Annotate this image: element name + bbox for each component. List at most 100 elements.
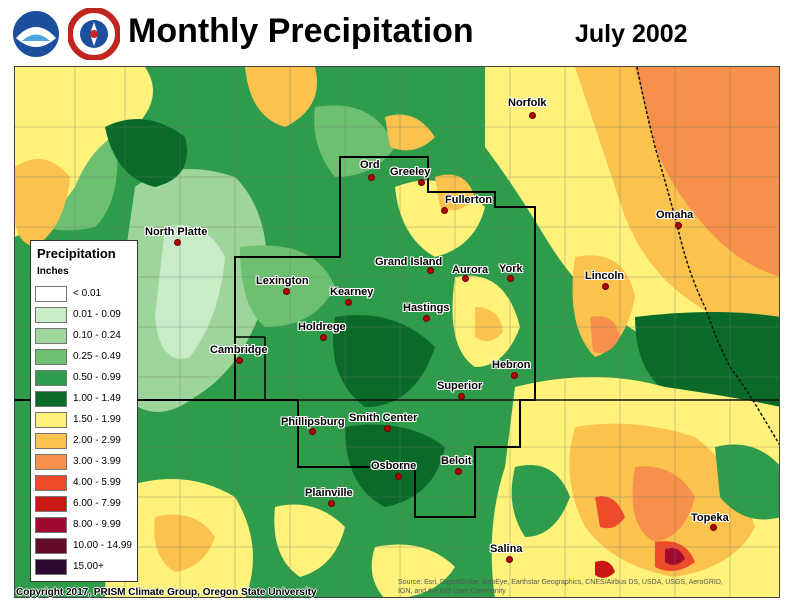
legend-swatch <box>35 307 67 323</box>
precip-zone <box>105 119 187 187</box>
city-north-platte: North Platte <box>145 226 208 238</box>
city-marker <box>395 473 402 480</box>
legend-swatch <box>35 412 67 428</box>
legend-label: 15.00+ <box>73 561 104 572</box>
precip-zone <box>345 424 445 507</box>
precip-zone <box>371 544 455 597</box>
legend-units: Inches <box>37 266 69 277</box>
legend-swatch <box>35 496 67 512</box>
precip-zone <box>240 245 335 327</box>
legend-row: 8.00 - 9.99 <box>35 516 135 534</box>
city-ord: Ord <box>360 159 380 171</box>
legend-row: 4.00 - 5.99 <box>35 474 135 492</box>
city-aurora: Aurora <box>452 264 489 276</box>
city-omaha: Omaha <box>656 209 694 221</box>
legend-swatch <box>35 475 67 491</box>
city-kearney: Kearney <box>330 286 374 298</box>
precip-zone <box>15 159 70 247</box>
city-marker <box>507 275 514 282</box>
legend-swatch <box>35 454 67 470</box>
header: Monthly Precipitation July 2002 <box>0 0 792 66</box>
legend-swatch <box>35 538 67 554</box>
legend-row: 10.00 - 14.99 <box>35 537 135 555</box>
legend-title: Precipitation <box>37 246 116 261</box>
legend-row: 0.25 - 0.49 <box>35 348 135 366</box>
legend-row: 1.00 - 1.49 <box>35 390 135 408</box>
city-osborne: Osborne <box>371 460 417 472</box>
city-marker <box>529 112 536 119</box>
city-marker <box>602 283 609 290</box>
attribution-line: IGN, and the GIS User Community <box>398 588 506 595</box>
city-marker <box>368 174 375 181</box>
legend: Precipitation Inches < 0.01 0.01 - 0.09 0.… <box>30 240 138 582</box>
precip-zone <box>595 496 625 529</box>
precip-zone <box>245 67 317 127</box>
city-marker <box>458 393 465 400</box>
city-hastings: Hastings <box>403 302 450 314</box>
city-norfolk: Norfolk <box>508 97 547 109</box>
city-marker <box>345 299 352 306</box>
basemap-attribution: Source: Esri, DigitalGlobe, GeoEye, Eart… <box>398 578 723 596</box>
page-title: Monthly Precipitation <box>128 12 474 50</box>
city-marker <box>427 267 434 274</box>
legend-label: 0.50 - 0.99 <box>73 372 121 383</box>
legend-label: 2.00 - 2.99 <box>73 435 121 446</box>
city-marker <box>418 179 425 186</box>
legend-swatch <box>35 433 67 449</box>
legend-label: 4.00 - 5.99 <box>73 477 121 488</box>
city-phillipsburg: Phillipsburg <box>281 416 345 428</box>
legend-label: 1.00 - 1.49 <box>73 393 121 404</box>
river-border <box>636 67 779 446</box>
precip-zone <box>385 114 435 151</box>
precip-zone <box>274 504 345 577</box>
city-marker <box>320 334 327 341</box>
city-holdrege: Holdrege <box>298 321 346 333</box>
precip-zone <box>590 316 620 353</box>
city-marker <box>283 288 290 295</box>
legend-swatch <box>35 559 67 575</box>
city-fullerton: Fullerton <box>445 194 493 206</box>
legend-label: < 0.01 <box>73 288 102 299</box>
city-marker <box>309 428 316 435</box>
copyright: Copyright 2017, PRISM Climate Group, Ore… <box>16 587 317 598</box>
legend-label: 8.00 - 9.99 <box>73 519 121 530</box>
legend-label: 0.10 - 0.24 <box>73 330 121 341</box>
legend-swatch <box>35 328 67 344</box>
legend-label: 10.00 - 14.99 <box>73 540 132 551</box>
noaa-logo <box>11 9 61 59</box>
precip-zone <box>314 105 395 177</box>
city-lexington: Lexington <box>256 275 309 287</box>
city-marker <box>506 556 513 563</box>
city-superior: Superior <box>437 380 483 392</box>
city-marker <box>710 524 717 531</box>
legend-row: 0.01 - 0.09 <box>35 306 135 324</box>
legend-label: 0.25 - 0.49 <box>73 351 121 362</box>
legend-swatch <box>35 286 67 302</box>
legend-label: 0.01 - 0.09 <box>73 309 121 320</box>
precip-zone <box>595 560 615 578</box>
city-marker <box>384 425 391 432</box>
city-beloit: Beloit <box>441 455 472 467</box>
precip-zone <box>632 466 695 542</box>
legend-row: 1.50 - 1.99 <box>35 411 135 429</box>
precipitation-raster <box>15 67 779 597</box>
city-marker <box>455 468 462 475</box>
city-greeley: Greeley <box>390 166 431 178</box>
city-marker <box>236 357 243 364</box>
legend-swatch <box>35 349 67 365</box>
legend-row: 6.00 - 7.99 <box>35 495 135 513</box>
city-marker <box>462 275 469 282</box>
city-marker <box>328 500 335 507</box>
city-smith-center: Smith Center <box>349 412 418 424</box>
legend-row: 0.10 - 0.24 <box>35 327 135 345</box>
city-plainville: Plainville <box>305 487 353 499</box>
city-cambridge: Cambridge <box>210 344 268 356</box>
city-topeka: Topeka <box>691 512 729 524</box>
city-marker <box>441 207 448 214</box>
legend-swatch <box>35 391 67 407</box>
precip-zone <box>475 307 503 341</box>
legend-row: 15.00+ <box>35 558 135 576</box>
legend-row: < 0.01 <box>35 285 135 303</box>
precip-zone <box>572 255 635 357</box>
map-date: July 2002 <box>575 20 688 48</box>
